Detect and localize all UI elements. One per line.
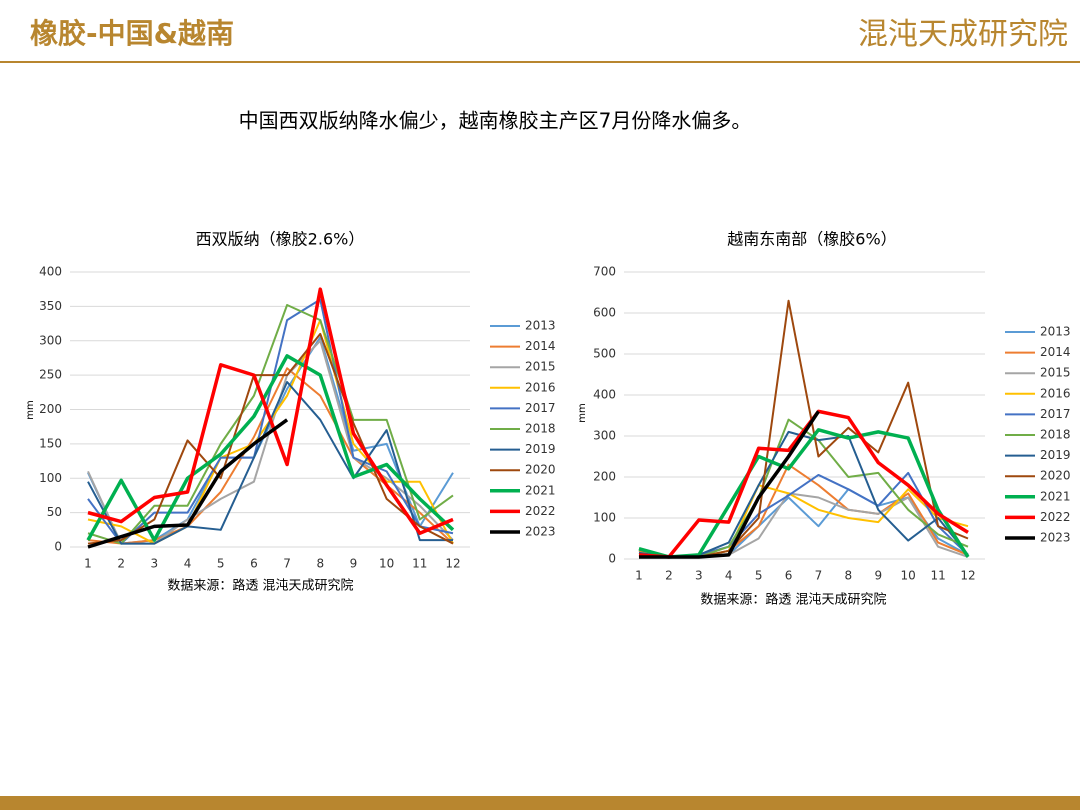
legend-label: 2018 <box>525 422 556 436</box>
y-tick-label: 200 <box>39 402 62 416</box>
x-tick-label: 2 <box>117 557 125 571</box>
y-tick-label: 400 <box>593 388 616 402</box>
legend-label: 2017 <box>525 401 556 415</box>
x-tick-label: 10 <box>901 569 916 583</box>
series-line <box>86 354 455 542</box>
y-tick-label: 250 <box>39 368 62 382</box>
x-tick-label: 7 <box>283 557 291 571</box>
y-axis-label: mm <box>577 403 588 422</box>
y-tick-label: 150 <box>39 436 62 450</box>
chart-title: 越南东南部（橡胶6%） <box>727 230 896 249</box>
y-tick-label: 100 <box>593 511 616 525</box>
source-note: 数据来源：路透 混沌天成研究院 <box>167 578 353 594</box>
y-tick-label: 300 <box>39 333 62 347</box>
legend-label: 2014 <box>525 339 556 353</box>
x-tick-label: 8 <box>316 557 324 571</box>
legend-label: 2014 <box>1040 345 1071 359</box>
legend-label: 2021 <box>1040 489 1071 503</box>
legend-label: 2020 <box>525 463 556 477</box>
series-line <box>87 332 454 545</box>
y-tick-label: 600 <box>593 306 616 320</box>
legend-label: 2019 <box>1040 448 1071 462</box>
x-tick-label: 8 <box>845 569 853 583</box>
source-note: 数据来源：路透 混沌天成研究院 <box>700 592 886 608</box>
x-tick-label: 1 <box>84 557 92 571</box>
legend-label: 2017 <box>1040 407 1071 421</box>
y-tick-label: 300 <box>593 429 616 443</box>
x-tick-label: 11 <box>930 569 945 583</box>
legend-label: 2015 <box>1040 366 1071 380</box>
y-tick-label: 350 <box>39 299 62 313</box>
legend-label: 2013 <box>525 319 556 333</box>
y-tick-label: 0 <box>608 552 616 566</box>
y-tick-label: 700 <box>593 265 616 279</box>
legend-label: 2022 <box>525 504 556 518</box>
series-line <box>639 410 820 559</box>
legend-label: 2019 <box>525 442 556 456</box>
footer-bar <box>0 796 1080 810</box>
x-tick-label: 3 <box>695 569 703 583</box>
chart-title: 西双版纳（橡胶2.6%） <box>196 230 365 249</box>
x-tick-label: 9 <box>350 557 358 571</box>
legend-label: 2015 <box>525 360 556 374</box>
series-line <box>87 304 454 545</box>
x-tick-label: 7 <box>815 569 823 583</box>
legend-label: 2023 <box>1040 531 1071 545</box>
legend-label: 2021 <box>525 483 556 497</box>
legend-label: 2023 <box>525 525 556 539</box>
slide-title: 橡胶-中国&越南 <box>30 17 234 50</box>
legend-label: 2013 <box>1040 325 1071 339</box>
x-tick-label: 6 <box>785 569 793 583</box>
x-tick-label: 4 <box>725 569 733 583</box>
x-tick-label: 2 <box>665 569 673 583</box>
logo: 混沌天成研究院 <box>858 17 1068 52</box>
series-line <box>638 418 969 558</box>
x-tick-label: 5 <box>217 557 225 571</box>
y-tick-label: 100 <box>39 471 62 485</box>
series-line <box>87 287 454 535</box>
series-line <box>638 492 969 558</box>
legend-label: 2016 <box>525 380 556 394</box>
series-line <box>87 339 454 545</box>
x-tick-label: 12 <box>445 557 460 571</box>
x-tick-label: 10 <box>379 557 394 571</box>
x-tick-label: 4 <box>184 557 192 571</box>
x-tick-label: 12 <box>960 569 975 583</box>
series-line <box>87 418 289 549</box>
x-tick-label: 11 <box>412 557 427 571</box>
x-tick-label: 9 <box>874 569 882 583</box>
y-axis-label: mm <box>25 400 36 419</box>
subtitle: 中国西双版纳降水偏少，越南橡胶主产区7月份降水偏多。 <box>239 109 752 133</box>
y-tick-label: 400 <box>39 265 62 279</box>
y-tick-label: 500 <box>593 347 616 361</box>
x-tick-label: 1 <box>635 569 643 583</box>
x-tick-label: 3 <box>151 557 159 571</box>
x-tick-label: 6 <box>250 557 258 571</box>
legend-label: 2016 <box>1040 386 1071 400</box>
legend-label: 2022 <box>1040 510 1071 524</box>
y-tick-label: 0 <box>54 540 62 554</box>
legend-label: 2018 <box>1040 428 1071 442</box>
x-tick-label: 5 <box>755 569 763 583</box>
legend-label: 2020 <box>1040 469 1071 483</box>
y-tick-label: 50 <box>47 505 62 519</box>
y-tick-label: 200 <box>593 470 616 484</box>
